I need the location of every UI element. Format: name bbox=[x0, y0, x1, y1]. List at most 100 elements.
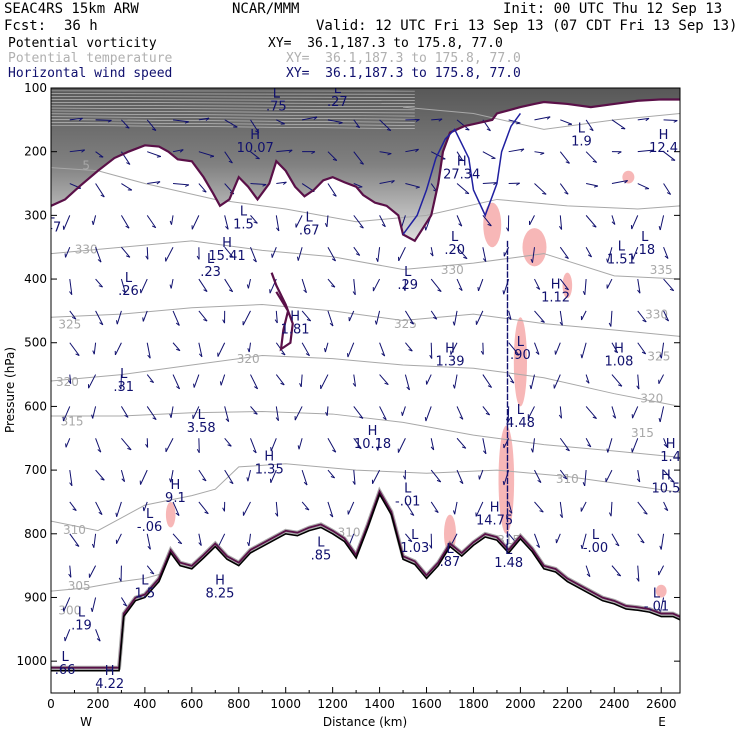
pv-extremum-value: .66 bbox=[55, 663, 76, 678]
wind-arrow bbox=[353, 183, 363, 188]
wind-arrow-head bbox=[324, 223, 328, 228]
wind-arrow-head bbox=[225, 418, 230, 422]
wind-arrow bbox=[270, 438, 277, 452]
wind-arrow-head bbox=[99, 322, 104, 326]
wind-arrow bbox=[116, 310, 122, 325]
wind-arrow-head bbox=[276, 227, 280, 232]
wind-arrow-head bbox=[330, 285, 336, 288]
pv-extremum-value: 10.5 bbox=[651, 482, 680, 497]
wind-arrow bbox=[69, 310, 77, 320]
pv-extremum-value: 3.58 bbox=[187, 421, 216, 436]
wind-arrow-head bbox=[529, 384, 532, 390]
wind-arrow bbox=[69, 117, 83, 121]
wind-arrow bbox=[297, 247, 303, 261]
wind-arrow-head bbox=[253, 259, 257, 263]
wind-arrow bbox=[172, 342, 181, 351]
wind-arrow bbox=[559, 246, 569, 259]
wind-arrow bbox=[580, 501, 587, 512]
wind-arrow-head bbox=[254, 386, 258, 390]
pv-low-marker: L bbox=[141, 574, 149, 589]
wind-arrow-head bbox=[536, 286, 541, 290]
wind-arrow bbox=[224, 469, 234, 484]
wind-arrow bbox=[377, 438, 381, 451]
wind-arrow bbox=[147, 181, 161, 185]
wind-arrow bbox=[559, 406, 563, 419]
y-tick-label: 300 bbox=[24, 208, 47, 222]
wind-arrow bbox=[173, 183, 189, 186]
wind-arrow bbox=[456, 215, 463, 227]
wind-arrow bbox=[353, 215, 364, 229]
wind-arrow-head bbox=[125, 255, 131, 258]
wind-arrow bbox=[530, 374, 535, 390]
wind-arrow-head bbox=[246, 284, 249, 289]
wind-arrow-head bbox=[92, 350, 95, 355]
wind-arrow-head bbox=[485, 412, 490, 416]
forecast-label: Fcst: bbox=[4, 18, 47, 34]
wind-arrow-head bbox=[202, 190, 207, 193]
wind-arrow bbox=[69, 470, 73, 486]
wind-arrow bbox=[637, 470, 641, 483]
wind-arrow bbox=[172, 374, 181, 390]
wind-arrow bbox=[91, 597, 97, 612]
wind-arrow-head bbox=[359, 416, 364, 419]
theta-label: 320 bbox=[237, 352, 260, 366]
wind-arrow bbox=[379, 374, 389, 385]
wind-arrow-head bbox=[565, 448, 570, 452]
wind-arrow-head bbox=[311, 151, 316, 154]
wind-arrow-head bbox=[669, 288, 674, 292]
wind-arrow bbox=[294, 406, 303, 421]
wind-arrow bbox=[585, 374, 590, 384]
y-tick-label: 200 bbox=[24, 145, 47, 159]
pv-positive-region bbox=[483, 202, 502, 248]
wind-arrow bbox=[198, 151, 215, 157]
wind-arrow bbox=[224, 278, 234, 292]
wind-arrow-head bbox=[96, 638, 101, 642]
wind-arrow-head bbox=[227, 444, 232, 447]
pv-extremum-value: .20 bbox=[444, 243, 465, 258]
field-xy-theta: XY= 36.1,187.3 to 175.8, 77.0 bbox=[286, 51, 521, 66]
wind-arrow-head bbox=[359, 225, 364, 229]
wind-arrow bbox=[327, 501, 334, 518]
wind-arrow-head bbox=[225, 226, 229, 230]
wind-arrow-head bbox=[464, 192, 470, 195]
wind-arrow bbox=[63, 215, 71, 230]
wind-arrow-head bbox=[100, 194, 105, 198]
wind-arrow-head bbox=[671, 159, 676, 161]
pv-extremum-value: .19 bbox=[71, 619, 92, 634]
wind-arrow bbox=[250, 374, 259, 390]
wind-arrow-head bbox=[589, 128, 594, 132]
wind-arrow-head bbox=[615, 543, 620, 547]
wind-arrow bbox=[379, 151, 392, 155]
wind-arrow-head bbox=[402, 286, 406, 291]
wind-arrow bbox=[611, 215, 616, 225]
wind-arrow-head bbox=[121, 478, 125, 482]
wind-arrow-head bbox=[253, 221, 258, 224]
wind-arrow bbox=[430, 342, 433, 359]
wind-arrow bbox=[482, 406, 491, 416]
wind-arrow bbox=[482, 151, 496, 159]
pv-high-marker: H bbox=[445, 341, 455, 356]
wind-arrow-head bbox=[142, 507, 145, 512]
wind-arrow-head bbox=[255, 157, 260, 160]
wind-arrow bbox=[353, 246, 361, 256]
wind-arrow-head bbox=[387, 153, 392, 156]
wind-arrow bbox=[275, 374, 285, 386]
wind-arrow bbox=[250, 247, 257, 263]
pv-low-marker: L bbox=[517, 335, 525, 350]
wind-arrow-head bbox=[297, 445, 300, 450]
wind-arrow bbox=[508, 374, 515, 384]
wind-arrow-head bbox=[409, 321, 414, 325]
x-tick-label: 1800 bbox=[458, 697, 489, 711]
pv-extremum-value: 1.4 bbox=[660, 450, 681, 465]
pv-extremum-value: .67 bbox=[299, 224, 320, 239]
wind-arrow-head bbox=[429, 354, 433, 359]
pv-extremum-value: 12.4 bbox=[649, 141, 678, 156]
wind-arrow bbox=[165, 246, 174, 262]
pv-extremum-value: .26 bbox=[118, 284, 139, 299]
wind-arrow bbox=[534, 278, 541, 290]
pv-extremum-value: 9.1 bbox=[165, 491, 186, 506]
wind-arrow bbox=[534, 342, 540, 355]
pv-positive-region bbox=[165, 501, 176, 528]
wind-arrow bbox=[482, 438, 487, 454]
pv-high-marker: H bbox=[264, 450, 274, 465]
